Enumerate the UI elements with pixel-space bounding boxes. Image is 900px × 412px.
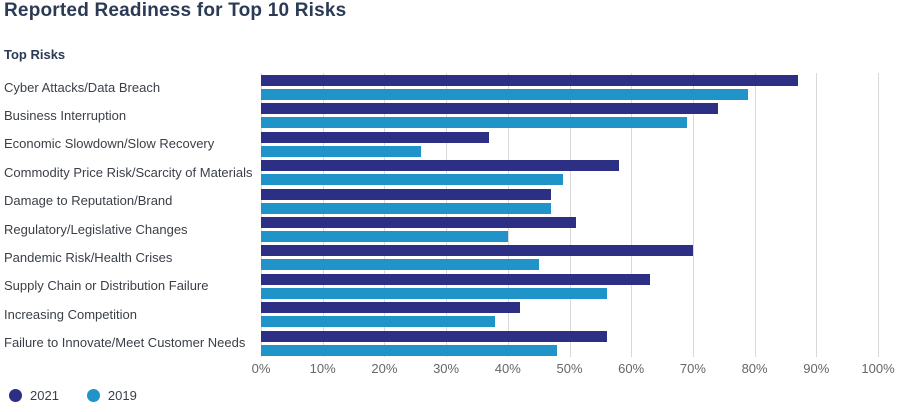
category-label: Pandemic Risk/Health Crises (4, 250, 173, 266)
category-label: Damage to Reputation/Brand (4, 193, 173, 209)
category-label: Increasing Competition (4, 306, 137, 322)
gridline (816, 73, 818, 357)
gridline (754, 73, 756, 357)
x-tick-label: 20% (371, 361, 398, 376)
bar-2021 (261, 188, 551, 200)
bar-2019 (261, 287, 607, 299)
x-tick-label: 90% (803, 361, 830, 376)
bar-2021 (261, 302, 521, 314)
bar-2019 (261, 145, 422, 157)
bar-2021 (261, 103, 718, 115)
legend-dot-2021 (9, 389, 22, 402)
gridline (507, 73, 509, 357)
plot-area (261, 73, 879, 357)
bar-2019 (261, 316, 496, 328)
x-tick-label: 60% (618, 361, 645, 376)
x-tick-label: 10% (309, 361, 336, 376)
bar-pair-row (261, 329, 878, 357)
category-labels: Cyber Attacks/Data Breach Business Interr… (0, 73, 261, 357)
category-label: Failure to Innovate/Meet Customer Needs (4, 335, 246, 351)
bar-2021 (261, 160, 619, 172)
x-tick-label: 0% (251, 361, 271, 376)
x-tick-label: 100% (861, 361, 895, 376)
bar-pair-row (261, 187, 878, 215)
category-label: Cyber Attacks/Data Breach (4, 79, 161, 95)
y-axis-title: Top Risks (4, 47, 66, 62)
category-label: Commodity Price Risk/Scarcity of Materia… (4, 164, 253, 180)
gridline (322, 73, 324, 357)
bar-2021 (261, 216, 576, 228)
bar-pair-row (261, 73, 878, 101)
bar-pair-row (261, 130, 878, 158)
x-tick-label: 50% (556, 361, 583, 376)
gridline (446, 73, 448, 357)
gridline (261, 73, 262, 357)
legend-dot-2019 (86, 389, 100, 402)
x-tick-label: 40% (494, 361, 521, 376)
gridline (878, 73, 879, 357)
x-axis: 0% 10% 20% 30% 40% 50% 60% 70% 80% 90% 100% (252, 361, 895, 379)
category-label: Business Interruption (4, 108, 127, 124)
category-label: Supply Chain or Distribution Failure (4, 278, 209, 294)
bar-rows (261, 73, 878, 357)
legend: 2021 2019 (9, 388, 137, 403)
bar-pair-row (261, 215, 878, 243)
bar-2021 (261, 245, 693, 257)
bar-2021 (261, 273, 650, 285)
bar-2021 (261, 330, 607, 342)
x-tick-label: 80% (741, 361, 768, 376)
gridline (384, 73, 386, 357)
gridline (692, 73, 694, 357)
gridline (569, 73, 571, 357)
bar-2019 (261, 174, 564, 186)
category-label: Regulatory/Legislative Changes (4, 221, 188, 237)
bar-2021 (261, 131, 490, 143)
gridlines (261, 73, 879, 357)
chart-title: Reported Readiness for Top 10 Risks (4, 0, 347, 21)
bar-2019 (261, 202, 551, 214)
x-tick-label: 70% (679, 361, 706, 376)
bar-2021 (261, 75, 798, 86)
bar-2019 (261, 230, 508, 242)
bar-2019 (261, 117, 687, 129)
gridline (631, 73, 633, 357)
bar-chart: Cyber Attacks/Data Breach Business Interr… (0, 73, 895, 379)
legend-item-2019: 2019 (86, 388, 137, 403)
x-tick-label: 30% (433, 361, 460, 376)
bar-2019 (261, 89, 749, 100)
legend-label: 2019 (107, 388, 137, 403)
category-label: Economic Slowdown/Slow Recovery (4, 136, 215, 152)
bar-2019 (261, 344, 558, 356)
bar-2019 (261, 259, 539, 271)
bar-pair-row (261, 300, 878, 328)
bar-pair-row (261, 272, 878, 300)
legend-item-2021: 2021 (9, 388, 59, 403)
bar-pair-row (261, 243, 878, 271)
legend-label: 2021 (30, 388, 59, 403)
bar-pair-row (261, 101, 878, 129)
bar-pair-row (261, 158, 878, 186)
